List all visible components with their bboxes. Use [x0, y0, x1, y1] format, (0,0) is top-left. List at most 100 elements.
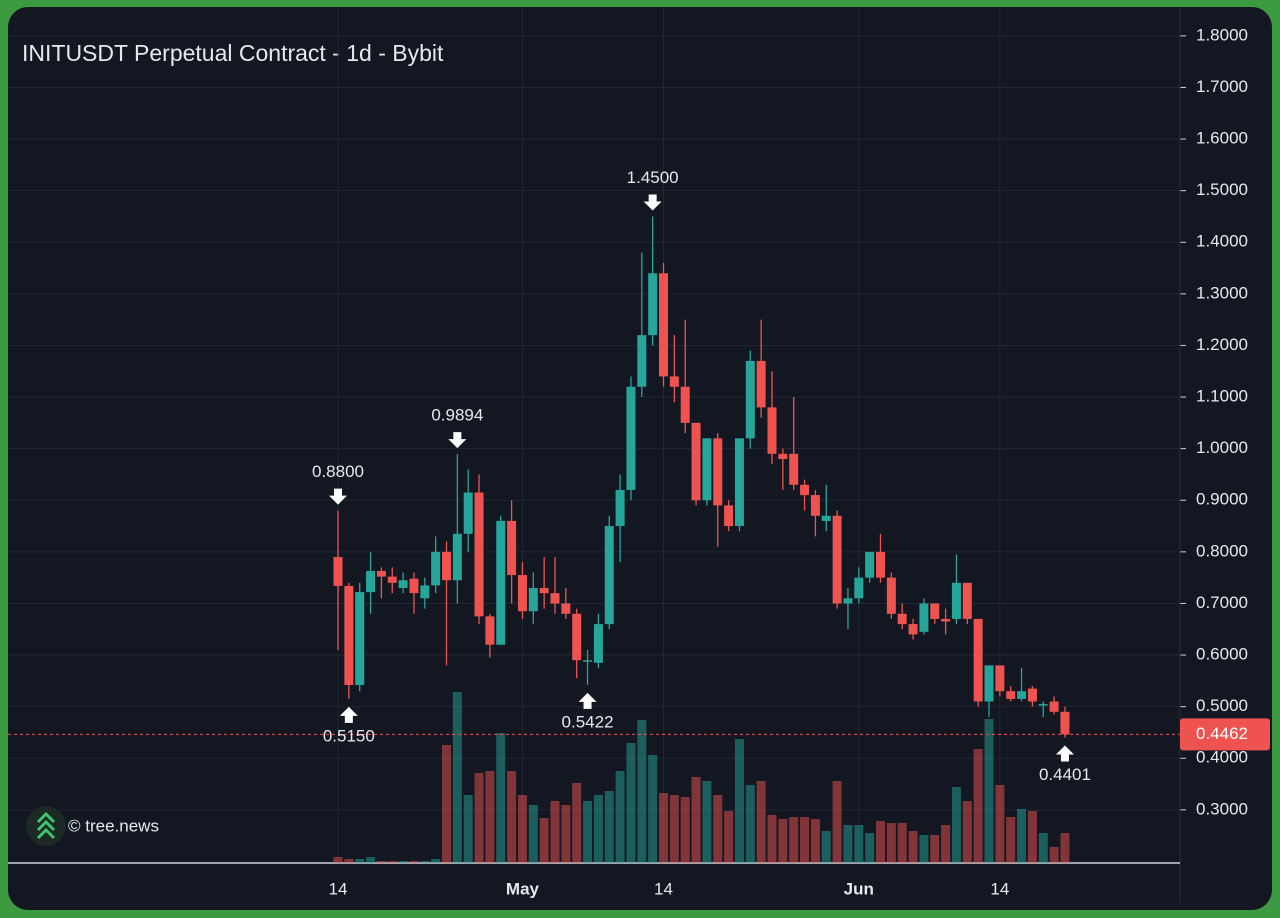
candle-body [767, 407, 777, 454]
last-price-box [1180, 718, 1270, 751]
volume-bar [550, 801, 560, 863]
volume-bar [474, 773, 484, 863]
candle-body [398, 580, 408, 588]
volume-bar [344, 859, 354, 863]
volume-bar [366, 857, 376, 863]
arrow-up [578, 692, 597, 709]
annotation: 0.9894 [431, 406, 483, 425]
candle-body [1060, 711, 1070, 735]
volume-bar [886, 823, 896, 863]
candle-body [648, 273, 658, 336]
volume-bar [659, 793, 668, 863]
candle-body [756, 360, 766, 408]
volume-bar [919, 835, 929, 863]
volume-bar [507, 771, 517, 863]
volume-bar [843, 825, 853, 863]
candle-body [387, 576, 397, 583]
candle-body [702, 438, 712, 501]
chart-title: INITUSDT Perpetual Contract - 1d - Bybit [22, 40, 444, 66]
volume-bar [637, 720, 647, 863]
candle-body [713, 438, 723, 506]
candle-body [810, 495, 820, 516]
annotation: 0.8800 [312, 462, 364, 481]
candle-body [626, 386, 636, 490]
y-tick-label: 0.8000 [1196, 541, 1248, 560]
candle-body [561, 603, 571, 614]
volume-bar [355, 859, 365, 863]
watermark: © tree.news [68, 816, 159, 835]
volume-bar [452, 692, 462, 863]
y-tick-label: 0.4000 [1196, 748, 1248, 767]
x-tick-label: 14 [990, 879, 1009, 898]
candle-body [951, 582, 961, 619]
volume-bar [420, 861, 430, 863]
candle-body [637, 335, 647, 387]
candle-body [941, 618, 951, 622]
arrow-down [329, 488, 347, 505]
candle-body [376, 570, 386, 577]
candle-body [572, 613, 582, 661]
arrow-down [448, 432, 467, 449]
candle-body [583, 660, 593, 662]
candle-body [778, 453, 788, 459]
candle-body [1017, 691, 1027, 699]
candle-body [507, 520, 517, 576]
volume-bar [1006, 817, 1016, 863]
candle-body [789, 453, 799, 485]
volume-bar [528, 805, 538, 863]
y-tick-label: 0.7000 [1196, 593, 1248, 612]
candle-body [355, 592, 365, 685]
candle-body [897, 613, 907, 625]
volume-bar [854, 825, 864, 863]
candle-body [745, 360, 755, 439]
volume-bar [691, 777, 701, 863]
candle-body [734, 438, 744, 527]
y-tick-label: 1.6000 [1196, 129, 1248, 148]
x-tick-label: 14 [654, 879, 673, 898]
volume-bar [908, 831, 918, 863]
candle-body [854, 577, 864, 599]
y-tick-label: 1.8000 [1196, 25, 1248, 44]
candle-body [669, 376, 679, 387]
candle-body [886, 577, 896, 614]
logo [26, 806, 66, 846]
candle-body [539, 587, 549, 594]
last-price-label: 0.4462 [1196, 724, 1248, 743]
volume-bar [572, 783, 582, 863]
volume-bar [1027, 811, 1037, 863]
volume-bar [593, 795, 603, 863]
y-tick-label: 1.1000 [1196, 387, 1248, 406]
volume-bar [789, 817, 799, 863]
candle-body [995, 665, 1005, 692]
candle-body [615, 489, 625, 527]
y-tick-label: 1.5000 [1196, 180, 1248, 199]
candle-body [517, 575, 527, 612]
candle-body [474, 492, 484, 617]
volume-bar [517, 795, 527, 863]
candle-body [485, 616, 495, 645]
volume-bar [821, 831, 831, 863]
candle-body [876, 551, 885, 578]
y-tick-label: 0.9000 [1196, 490, 1248, 509]
volume-bar [951, 787, 961, 863]
volume-bar [626, 743, 636, 863]
candle-body [593, 624, 603, 663]
candle-body [604, 526, 614, 625]
candle-body [908, 624, 918, 635]
volume-bar [615, 771, 625, 863]
volume-bar [973, 749, 983, 863]
annotation: 1.4500 [627, 168, 679, 187]
arrow-up [339, 706, 358, 723]
panel [8, 7, 1272, 910]
annotation: 0.5150 [323, 726, 375, 745]
volume-bar [767, 815, 777, 863]
y-tick-label: 1.7000 [1196, 77, 1248, 96]
volume-bar [865, 833, 875, 863]
y-tick-label: 0.3000 [1196, 799, 1248, 818]
candle-body [800, 484, 810, 496]
y-tick-label: 1.2000 [1196, 335, 1248, 354]
volume-bar [561, 805, 571, 863]
volume-bar [409, 861, 419, 863]
volume-bar [995, 785, 1005, 863]
volume-bar [962, 801, 972, 863]
